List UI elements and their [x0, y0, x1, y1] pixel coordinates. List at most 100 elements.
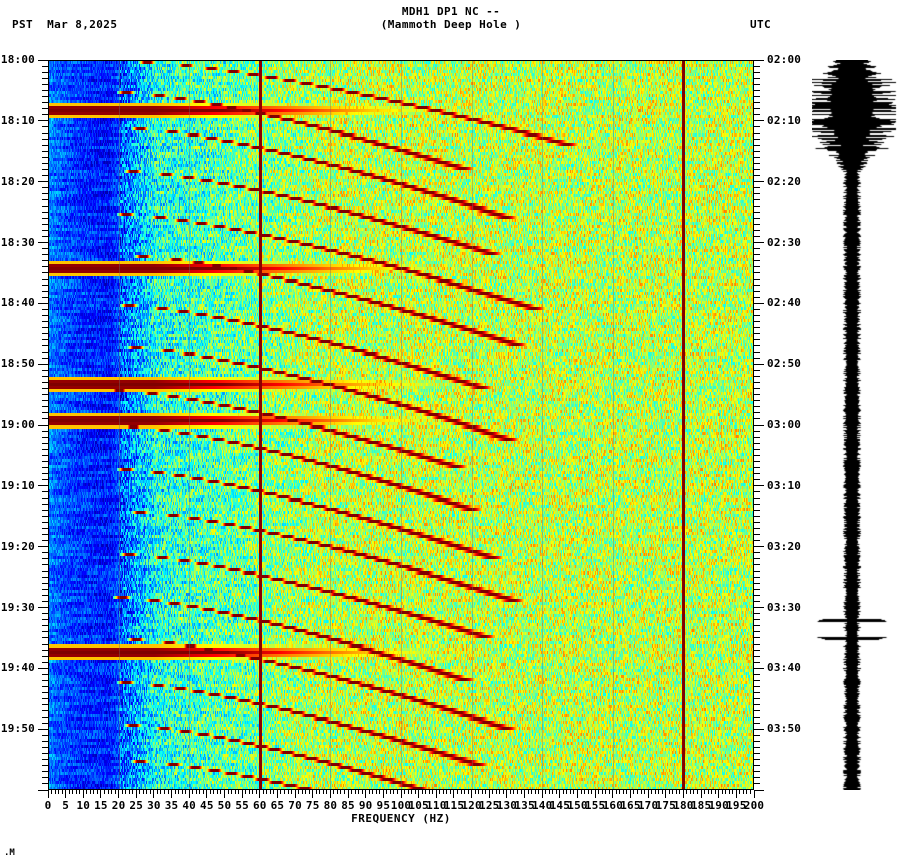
tick-major-right	[754, 728, 764, 730]
tick-minor-bottom	[202, 790, 204, 794]
tick-minor-right	[754, 619, 760, 621]
seismogram-trace-canvas[interactable]	[812, 60, 898, 790]
tick-minor-right	[754, 412, 760, 414]
tick-minor-bottom	[502, 790, 504, 794]
tick-minor-bottom	[160, 790, 162, 794]
tick-minor-bottom	[287, 790, 289, 794]
tick-minor-bottom	[562, 790, 564, 794]
time-label-local: 19:10	[0, 478, 35, 492]
spectrogram-plot[interactable]	[48, 60, 754, 790]
frequency-tick-label: 175	[655, 799, 676, 812]
tick-minor-right	[754, 150, 760, 152]
tick-minor-bottom	[661, 790, 663, 794]
tick-minor-right	[754, 759, 760, 761]
tick-minor-bottom	[248, 790, 250, 794]
tick-major-bottom	[541, 790, 543, 798]
tick-minor-bottom	[361, 790, 363, 794]
tick-minor-bottom	[749, 790, 751, 794]
tick-minor-bottom	[79, 790, 81, 794]
tick-major-bottom	[276, 790, 278, 798]
frequency-tick-label: 75	[305, 799, 320, 812]
tick-minor-bottom	[495, 790, 497, 794]
tick-major-right	[754, 424, 764, 426]
tick-minor-bottom	[315, 790, 317, 794]
tick-major-left	[38, 485, 48, 487]
tick-major-bottom	[647, 790, 649, 798]
tick-minor-right	[754, 169, 760, 170]
tick-minor-right	[754, 564, 760, 566]
tick-minor-bottom	[167, 790, 169, 794]
tick-minor-right	[754, 698, 760, 700]
tick-minor-right	[754, 388, 760, 389]
tick-major-bottom	[47, 790, 49, 798]
frequency-tick-label: 10	[76, 799, 91, 812]
frequency-tick-label: 60	[252, 799, 267, 812]
tick-minor-bottom	[527, 790, 529, 794]
tick-major-left	[38, 607, 48, 608]
tick-minor-bottom	[178, 790, 180, 794]
tick-minor-bottom	[146, 790, 148, 794]
tick-minor-right	[754, 631, 760, 633]
tick-minor-bottom	[344, 790, 346, 794]
tick-minor-bottom	[520, 790, 522, 794]
tick-minor-bottom	[591, 790, 593, 794]
tick-minor-bottom	[220, 790, 222, 794]
frequency-tick-label: 200	[743, 799, 765, 812]
tick-minor-right	[754, 613, 760, 615]
time-label-local: 18:10	[0, 113, 35, 127]
tick-minor-right	[754, 381, 760, 383]
tick-minor-right	[754, 315, 760, 316]
tick-minor-bottom	[545, 790, 547, 794]
tick-minor-right	[754, 436, 760, 438]
tick-minor-right	[754, 637, 760, 639]
tick-minor-right	[754, 327, 760, 329]
frequency-tick-label: 55	[235, 799, 249, 812]
tick-minor-right	[754, 162, 760, 164]
tick-major-right	[754, 546, 764, 548]
tick-minor-right	[754, 71, 760, 73]
tick-minor-right	[754, 296, 760, 298]
spectrogram-canvas[interactable]	[48, 60, 754, 790]
tick-minor-bottom	[499, 790, 501, 794]
tick-minor-bottom	[262, 790, 264, 794]
tick-minor-bottom	[305, 790, 307, 794]
tick-minor-right	[754, 473, 760, 475]
tick-minor-right	[754, 497, 760, 499]
tick-major-left	[38, 667, 48, 669]
tick-minor-bottom	[467, 790, 469, 794]
tick-minor-bottom	[375, 790, 377, 794]
tick-major-bottom	[188, 790, 190, 798]
tick-minor-right	[754, 321, 760, 323]
tick-minor-right	[754, 308, 760, 310]
frequency-tick-label: 30	[147, 799, 161, 812]
tick-minor-right	[754, 673, 760, 675]
tick-minor-bottom	[181, 790, 183, 794]
tick-minor-bottom	[216, 790, 218, 794]
tick-minor-bottom	[291, 790, 293, 794]
seismogram-trace-panel[interactable]	[812, 60, 898, 790]
frequency-tick-label: 160	[602, 799, 624, 812]
tick-minor-bottom	[195, 790, 197, 794]
tick-minor-right	[754, 765, 760, 767]
tick-minor-bottom	[326, 790, 328, 794]
tick-minor-bottom	[231, 790, 233, 794]
tick-minor-bottom	[269, 790, 271, 794]
tick-minor-right	[754, 588, 760, 590]
tick-minor-right	[754, 746, 760, 748]
tick-major-bottom	[347, 790, 349, 798]
tick-minor-right	[754, 102, 760, 104]
tick-minor-right	[754, 777, 760, 779]
frequency-tick-label: 185	[690, 799, 712, 812]
tick-minor-bottom	[114, 790, 116, 794]
tick-minor-right	[754, 290, 760, 292]
tick-minor-bottom	[516, 790, 518, 794]
header-local-time-date: PST Mar 8,2025	[12, 18, 118, 31]
tick-minor-right	[754, 89, 760, 91]
tick-major-bottom	[471, 790, 473, 798]
tick-minor-bottom	[319, 790, 321, 794]
tick-minor-right	[754, 132, 760, 134]
tick-major-bottom	[629, 790, 631, 798]
frequency-tick-label: 180	[673, 799, 694, 812]
tick-minor-bottom	[121, 790, 123, 794]
frequency-tick-label: 150	[567, 799, 588, 812]
